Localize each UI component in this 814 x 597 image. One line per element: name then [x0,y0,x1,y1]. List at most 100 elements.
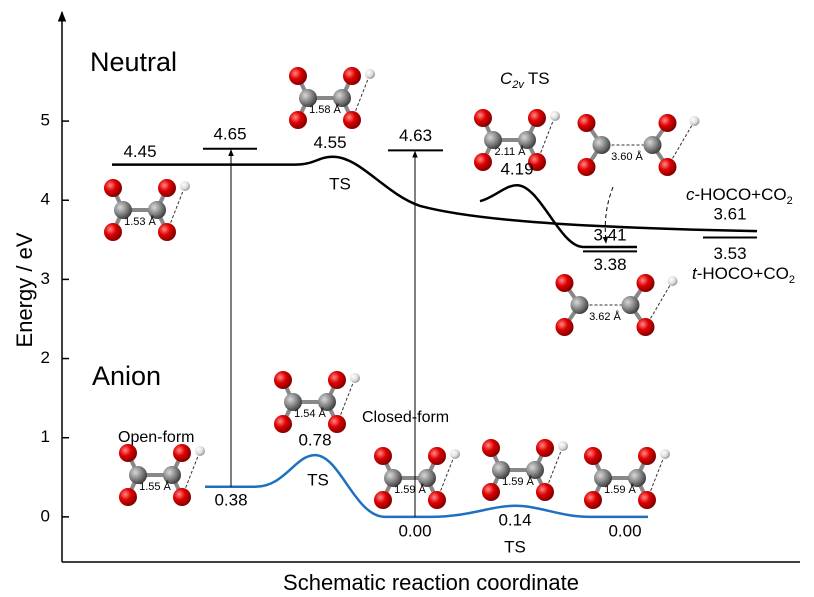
value-label: 0.38 [214,490,247,509]
atom [660,449,670,459]
atom [482,483,500,501]
atom [482,439,500,457]
atom [173,488,191,506]
molecule: 1.59 Å [482,439,568,501]
atom [158,179,176,197]
value-label: 4.63 [399,126,432,145]
closed-form-label: Closed-form [362,409,449,426]
atom [644,136,662,154]
atom [584,447,602,465]
atom [104,223,122,241]
atom [558,441,568,451]
value-label: 3.53 [713,244,746,263]
atom [638,447,656,465]
molecule: 1.58 Å [289,67,375,129]
bond-length: 1.54 Å [294,407,326,420]
atom [578,158,596,176]
y-tick-label: 3 [41,269,50,288]
atom [578,114,596,132]
y-tick-label: 4 [41,190,50,209]
atom [593,136,611,154]
atom [637,318,655,336]
molecule: 1.53 Å [104,179,190,241]
molecule: 1.55 Å [119,444,205,506]
atom [173,444,191,462]
value-label: 4.19 [500,160,533,179]
atom [104,179,122,197]
bond-length: 3.60 Å [611,150,643,163]
atom [638,491,656,509]
atom [158,223,176,241]
ts-label: TS [504,537,526,556]
chart: Schematic reaction coordinate Energy / e… [0,0,814,597]
x-axis-label: Schematic reaction coordinate [283,570,579,595]
atom [622,296,640,314]
y-tick-label: 0 [41,506,50,525]
bond-length: 1.53 Å [124,215,156,228]
atom [180,181,190,191]
bond-length: 1.59 Å [502,475,534,488]
atom [556,274,574,292]
value-label: 0.78 [298,431,331,450]
value-label: 3.61 [713,205,746,224]
y-tick-label: 2 [41,348,50,367]
ts-label: TS [307,470,329,489]
molecule: 3.60 Å [578,114,700,176]
y-axis-label: Energy / eV [12,232,37,347]
t-hoco-label: t-HOCO+CO2 [692,264,795,285]
open-form-label: Open-form [118,429,194,446]
atom [119,488,137,506]
atom [274,415,292,433]
atom [274,371,292,389]
atom [584,491,602,509]
value-label: 4.45 [123,142,156,161]
value-label: 0.00 [398,521,431,540]
atom [374,491,392,509]
bond-length: 1.58 Å [309,103,341,116]
value-label: 0.00 [608,521,641,540]
value-label: 4.65 [213,124,246,143]
atom [571,296,589,314]
atom [428,491,446,509]
molecule: 1.59 Å [584,447,670,509]
atom [289,67,307,85]
molecule: 3.62 Å [556,274,678,336]
atom [474,109,492,127]
bond-length: 1.59 Å [394,483,426,496]
bond-length: 3.62 Å [589,310,621,323]
atom [536,439,554,457]
atom [668,276,678,286]
bond-length: 1.55 Å [139,480,171,493]
atom [659,114,677,132]
molecule: 1.54 Å [274,371,360,433]
value-label: 4.55 [313,133,346,152]
atom [374,447,392,465]
atom [536,483,554,501]
atom [350,373,360,383]
atom [195,446,205,456]
atom [474,153,492,171]
atom [428,447,446,465]
value-label: 3.41 [593,225,626,244]
value-label: 0.14 [498,510,531,529]
atom [528,109,546,127]
atom [690,116,700,126]
ts-label: TS [329,174,351,193]
atom [328,371,346,389]
atom [637,274,655,292]
molecule: 1.59 Å [374,447,460,509]
atom [556,318,574,336]
atom [289,111,307,129]
anion-label: Anion [92,361,161,391]
value-label: 3.38 [593,255,626,274]
atom [659,158,677,176]
bond-length: 2.11 Å [495,145,527,158]
atom [343,67,361,85]
atom [119,444,137,462]
atom [450,449,460,459]
y-tick-label: 1 [41,427,50,446]
neutral-label: Neutral [90,47,177,77]
y-tick-label: 5 [41,111,50,130]
atom [550,111,560,121]
